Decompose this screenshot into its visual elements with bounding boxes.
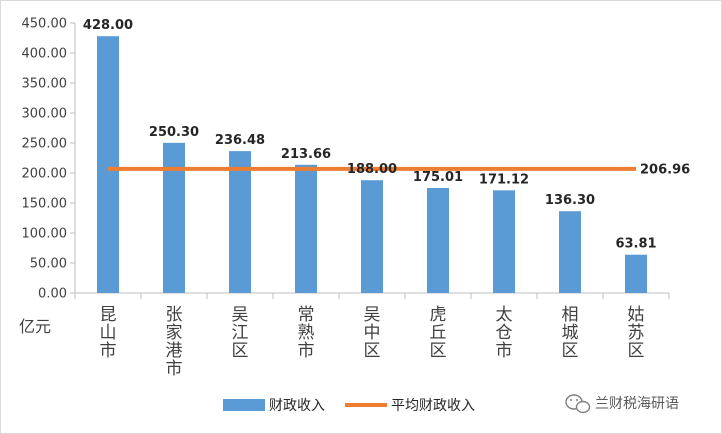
x-category-char: 江: [232, 323, 249, 343]
x-category-label: 吴江区: [232, 305, 249, 361]
x-category-char: 城: [562, 323, 579, 343]
x-category-char: 区: [430, 341, 447, 361]
x-category-char: 市: [100, 341, 117, 361]
bar-data-label: 236.48: [215, 133, 265, 148]
bar: [163, 142, 185, 293]
x-category-char: 市: [166, 359, 183, 379]
y-tick-label: 300.00: [22, 107, 68, 122]
bar: [229, 151, 251, 293]
y-tick-label: 50.00: [30, 257, 67, 272]
x-category-char: 昆: [100, 305, 117, 325]
watermark-text: 兰财税海研语: [595, 396, 679, 412]
x-category-char: 区: [628, 341, 645, 361]
legend-label-line: 平均财政收入: [391, 398, 475, 414]
x-category-char: 相: [562, 305, 579, 325]
y-tick-label: 250.00: [22, 137, 68, 152]
x-category-label: 吴中区: [364, 305, 381, 361]
data-labels: 428.00 250.30 236.48 213.66 188.00 175.01 171.…: [83, 18, 690, 252]
x-category-char: 丘: [430, 323, 447, 343]
bar-data-label: 188.00: [347, 162, 397, 177]
x-category-char: 虎: [430, 305, 447, 325]
x-category-label: 虎丘区: [430, 305, 447, 361]
bar-data-label: 63.81: [615, 237, 656, 252]
wechat-icon: [565, 394, 591, 414]
x-category-char: 姑: [628, 305, 645, 325]
x-category-char: 吴: [232, 305, 249, 325]
y-tick-label: 150.00: [22, 197, 68, 212]
x-category-char: 港: [166, 341, 183, 361]
bar-data-label: 171.12: [479, 172, 529, 187]
x-category-char: 区: [562, 341, 579, 361]
bar-data-label: 213.66: [281, 147, 331, 162]
bar-data-label: 428.00: [83, 18, 133, 33]
bar-data-label: 136.30: [545, 193, 595, 208]
watermark: 兰财税海研语: [565, 394, 679, 414]
x-category-label: 相城区: [562, 305, 579, 361]
x-category-label: 太仓市: [496, 305, 513, 361]
x-category-char: 家: [166, 323, 183, 343]
x-category-char: 中: [364, 323, 381, 343]
x-category-char: 市: [298, 341, 315, 361]
bar: [559, 211, 581, 293]
bar-series: [97, 36, 647, 293]
legend-swatch-bar: [223, 399, 265, 411]
bar: [361, 180, 383, 293]
legend-label-bar: 财政收入: [269, 398, 325, 414]
x-category-char: 区: [364, 341, 381, 361]
y-tick-label: 0.00: [38, 287, 67, 302]
x-category-char: 常: [298, 305, 315, 325]
bar-data-label: 250.30: [149, 125, 199, 140]
x-category-char: 仓: [496, 323, 513, 343]
x-category-char: 山: [100, 323, 117, 343]
y-tick-label: 200.00: [22, 167, 68, 182]
average-line-data-label: 206.96: [640, 162, 690, 177]
x-category-label: 常熟市: [298, 305, 315, 361]
x-category-label: 姑苏区: [628, 305, 645, 361]
legend: 财政收入 平均财政收入: [223, 398, 475, 414]
x-category-char: 区: [232, 341, 249, 361]
x-category-char: 吴: [364, 305, 381, 325]
y-tick-label: 350.00: [22, 77, 68, 92]
x-category-label: 昆山市: [100, 305, 117, 361]
x-category-char: 太: [496, 305, 513, 325]
bar: [427, 187, 449, 293]
x-category-char: 市: [496, 341, 513, 361]
y-tick-label: 400.00: [22, 47, 68, 62]
bar: [493, 190, 515, 293]
x-category-char: 张: [166, 305, 183, 325]
x-category-char: 熟: [298, 322, 315, 343]
unit-label: 亿元: [19, 317, 51, 336]
x-category-char: 苏: [628, 323, 645, 343]
y-tick-label: 100.00: [22, 227, 68, 242]
y-axis: 0.00 50.00 100.00 150.00 200.00 250.00 300.00 3…: [22, 17, 76, 302]
bar-data-label: 175.01: [413, 170, 463, 185]
bar: [625, 254, 647, 293]
y-tick-label: 450.00: [22, 17, 68, 32]
bar: [97, 36, 119, 293]
bar: [295, 164, 317, 293]
